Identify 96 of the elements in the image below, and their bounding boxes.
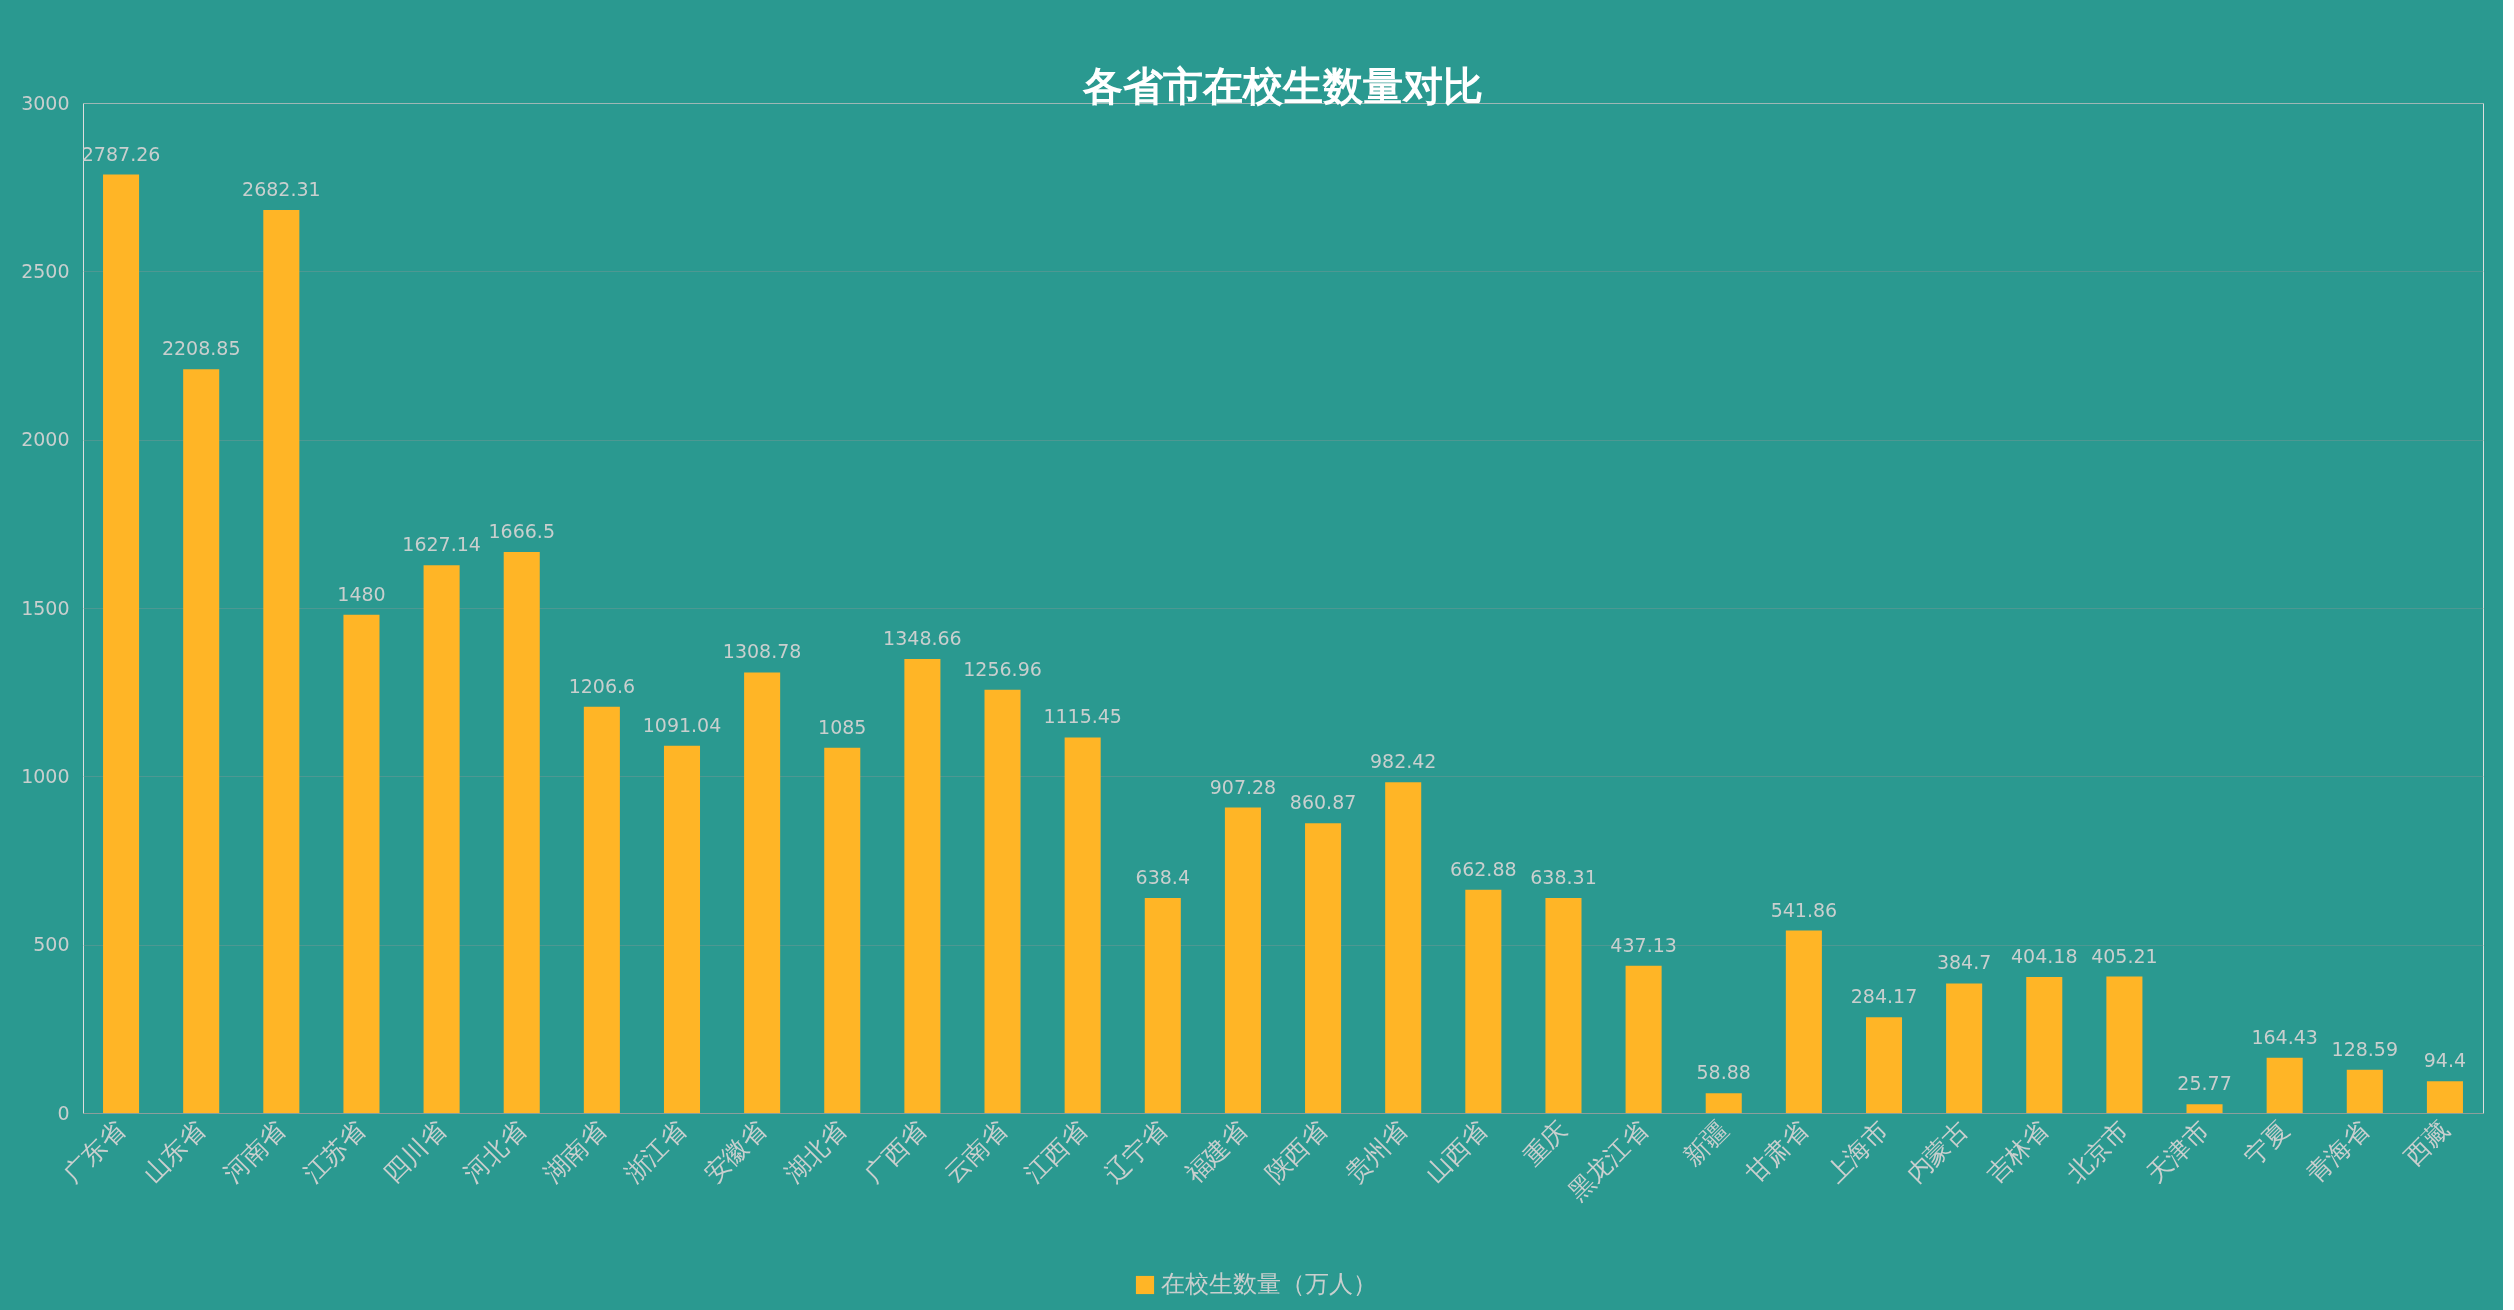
bar <box>744 672 781 1113</box>
data-label: 437.13 <box>1610 933 1677 956</box>
bar <box>2346 1069 2383 1113</box>
bar <box>183 369 220 1113</box>
x-tick-label: 河北省 <box>458 1114 532 1189</box>
y-tick-label: 2000 <box>21 428 70 451</box>
data-label: 164.43 <box>2251 1025 2318 1048</box>
data-label: 2682.31 <box>242 177 321 200</box>
x-tick-label: 北京市 <box>2060 1114 2135 1189</box>
y-tick-label: 0 <box>57 1101 70 1124</box>
bar <box>343 614 380 1113</box>
data-label: 94.4 <box>2423 1049 2467 1072</box>
x-tick-label: 陕西省 <box>1259 1114 1333 1189</box>
y-tick-label: 2500 <box>21 259 70 282</box>
bar <box>2106 976 2143 1113</box>
x-tick-label: 江西省 <box>1019 1114 1093 1189</box>
x-tick-label: 天津市 <box>2140 1114 2215 1189</box>
data-label: 1627.14 <box>402 533 481 556</box>
y-tick-label: 500 <box>33 933 70 956</box>
x-tick-label: 辽宁省 <box>1099 1114 1173 1189</box>
data-label: 25.77 <box>2177 1072 2232 1095</box>
x-tick-label: 青海省 <box>2301 1114 2375 1189</box>
x-tick-label: 宁夏 <box>2238 1114 2295 1171</box>
x-tick-label: 广西省 <box>858 1114 933 1189</box>
bar <box>2186 1104 2223 1113</box>
bar <box>1785 930 1822 1113</box>
data-label: 907.28 <box>1209 775 1277 798</box>
data-label: 1091.04 <box>642 713 722 736</box>
data-label: 982.42 <box>1369 750 1437 773</box>
x-tick-label: 西藏 <box>2398 1114 2455 1171</box>
bar <box>824 747 861 1113</box>
bar <box>1465 889 1502 1113</box>
bar <box>103 174 140 1113</box>
bar <box>583 706 620 1113</box>
bar <box>503 551 540 1113</box>
bar <box>263 209 300 1113</box>
bar <box>1305 823 1342 1113</box>
data-label: 1085 <box>818 715 867 738</box>
x-tick-label: 云南省 <box>938 1114 1013 1189</box>
data-label: 638.31 <box>1530 866 1597 889</box>
bar <box>1385 782 1422 1113</box>
y-tick-label: 3000 <box>21 91 70 114</box>
x-tick-label: 江苏省 <box>297 1114 372 1189</box>
x-tick-label: 山东省 <box>137 1114 212 1189</box>
x-tick-label: 福建省 <box>1179 1114 1253 1189</box>
bar <box>1865 1017 1903 1113</box>
bar <box>423 565 460 1113</box>
data-label: 128.59 <box>2331 1037 2399 1060</box>
chart-title: 各省市在校生数量对比 <box>1082 63 1483 109</box>
bar <box>1545 898 1582 1113</box>
bar <box>1064 737 1101 1113</box>
bar <box>2426 1081 2463 1113</box>
y-tick-label: 1500 <box>21 596 70 619</box>
data-label: 1666.5 <box>488 519 555 542</box>
data-label: 1348.66 <box>883 626 962 649</box>
x-tick-label: 新疆 <box>1677 1114 1734 1171</box>
x-tick-label: 甘肃省 <box>1740 1114 1814 1189</box>
y-tick-label: 1000 <box>21 764 70 787</box>
data-label: 541.86 <box>1770 898 1838 921</box>
x-tick-label: 上海市 <box>1820 1114 1894 1189</box>
bar <box>984 689 1021 1113</box>
data-label: 1480 <box>337 582 386 605</box>
data-label: 284.17 <box>1850 985 1918 1008</box>
x-tick-label: 吉林省 <box>1980 1114 2055 1189</box>
x-tick-label: 湖北省 <box>778 1114 853 1189</box>
bar <box>1625 965 1662 1113</box>
data-label: 662.88 <box>1450 857 1517 880</box>
x-tick-label: 内蒙古 <box>1900 1114 1975 1189</box>
data-label: 2208.85 <box>161 337 241 360</box>
data-label: 1308.78 <box>722 640 802 663</box>
data-label: 58.88 <box>1696 1061 1751 1084</box>
x-tick-label: 河南省 <box>217 1114 292 1189</box>
data-label: 1256.96 <box>963 657 1042 680</box>
bar <box>1946 983 1983 1113</box>
x-tick-label: 贵州省 <box>1339 1114 1414 1189</box>
legend-label: 在校生数量（万人） <box>1161 1270 1377 1298</box>
x-tick-label: 安徽省 <box>698 1114 773 1189</box>
x-tick-label: 重庆 <box>1517 1114 1574 1171</box>
bar <box>904 658 941 1113</box>
bar <box>663 745 701 1113</box>
x-tick-label: 四川省 <box>377 1114 452 1189</box>
data-label: 384.7 <box>1936 951 1992 974</box>
data-label: 638.4 <box>1135 866 1190 889</box>
bar <box>2026 976 2063 1113</box>
bar <box>1144 898 1181 1113</box>
data-label: 1115.45 <box>1043 705 1122 728</box>
data-label: 405.21 <box>2091 944 2158 967</box>
data-label: 1206.6 <box>568 674 636 697</box>
data-label: 860.87 <box>1289 791 1357 814</box>
x-tick-label: 山西省 <box>1419 1114 1494 1189</box>
x-tick-label: 浙江省 <box>618 1114 692 1189</box>
data-label: 404.18 <box>2011 944 2078 967</box>
bar <box>2266 1057 2303 1113</box>
x-tick-label: 湖南省 <box>538 1114 612 1189</box>
bar <box>1705 1093 1742 1113</box>
bar <box>1224 807 1261 1113</box>
